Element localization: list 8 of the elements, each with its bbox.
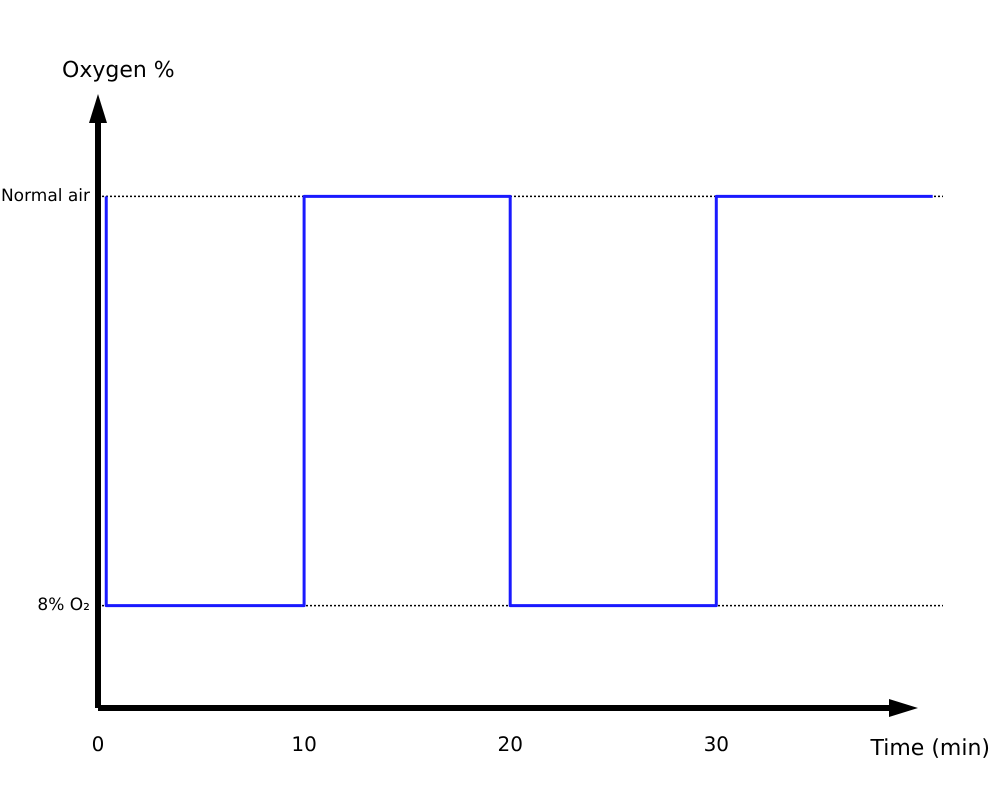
text: Oxygen % xyxy=(62,58,175,83)
x-tick-label: 10 xyxy=(291,732,317,756)
ref-line-label: 8% O₂ xyxy=(37,595,90,616)
x-tick-label: 30 xyxy=(704,732,730,756)
ref-line-label: Normal air xyxy=(0,186,90,206)
x-tick-label: 0 xyxy=(92,732,104,756)
x-axis-title: Time (min) xyxy=(870,736,990,761)
x-tick-label: 20 xyxy=(497,732,523,756)
